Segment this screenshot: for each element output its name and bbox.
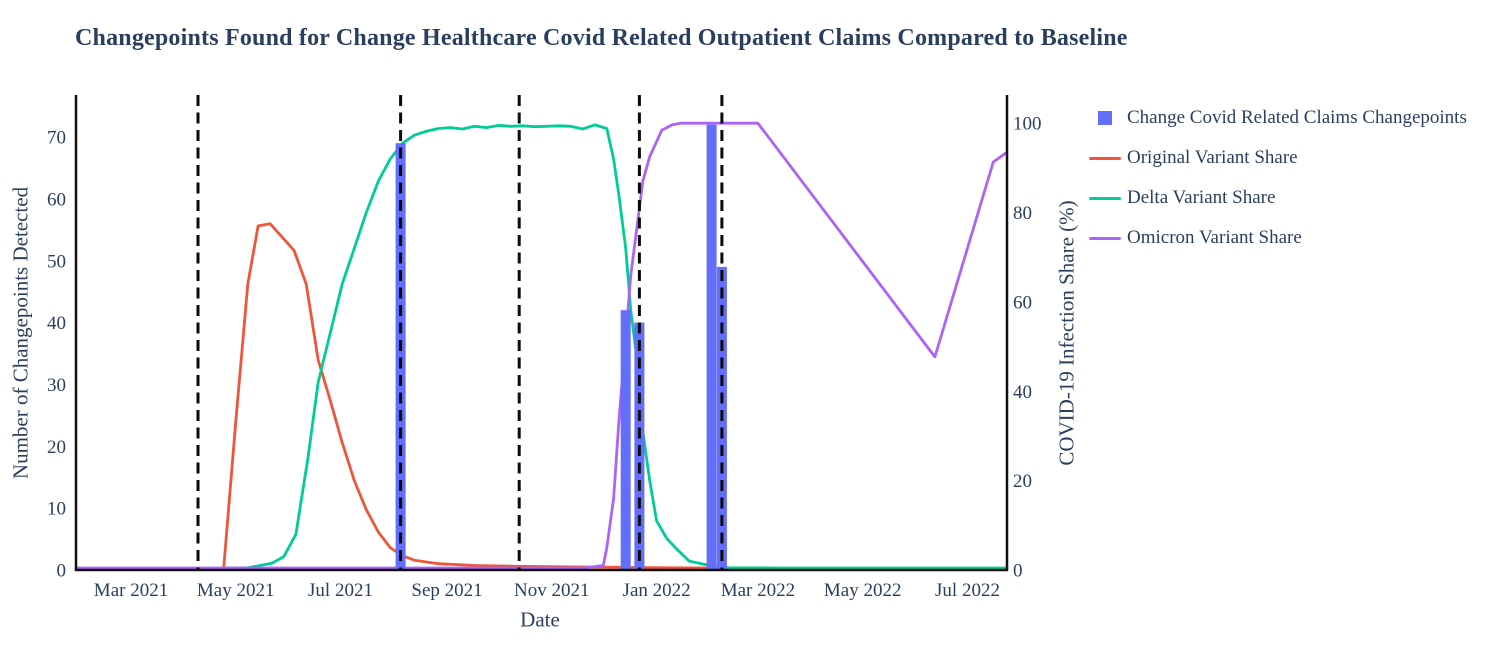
y-left-tick-label: 20 [47,437,66,458]
y-left-tick-label: 50 [47,251,66,272]
changepoints-square-icon [1098,111,1112,125]
x-tick-label: Jan 2022 [623,580,691,601]
original-variant-line-icon [1089,156,1121,160]
chart-title: Changepoints Found for Change Healthcare… [75,25,1128,51]
legend-label: Original Variant Share [1127,147,1298,168]
legend-item-omicron-variant[interactable]: Omicron Variant Share [1087,218,1467,258]
y-right-tick-label: 60 [1013,292,1032,313]
legend-item-changepoints[interactable]: Change Covid Related Claims Changepoints [1087,98,1467,138]
x-tick-label: Jul 2021 [308,580,373,601]
y-left-tick-label: 10 [47,499,66,520]
changepoint-bar[interactable] [395,143,406,570]
legend-label: Omicron Variant Share [1127,227,1302,248]
y-left-tick-label: 60 [47,189,66,210]
changepoint-bar[interactable] [620,310,631,570]
legend-label: Delta Variant Share [1127,187,1276,208]
x-tick-label: Nov 2021 [514,580,589,601]
y-left-tick-label: 70 [47,128,66,149]
legend-item-delta-variant[interactable]: Delta Variant Share [1087,178,1467,218]
changepoint-bar[interactable] [706,124,717,570]
delta-variant-share-line[interactable] [222,123,1009,570]
y-right-tick-label: 100 [1013,114,1042,135]
axis-frame [74,95,1009,572]
x-tick-label: Mar 2021 [94,580,168,601]
x-tick-label: Sep 2021 [411,580,482,601]
y-left-tick-label: 0 [57,561,67,582]
delta-variant-line-icon [1089,196,1121,200]
y-right-tick-label: 40 [1013,382,1032,403]
legend: Change Covid Related Claims Changepoints… [1087,98,1467,258]
y-axis-title-left: Number of Changepoints Detected [8,186,33,480]
legend-label: Change Covid Related Claims Changepoints [1127,107,1467,128]
y-right-tick-label: 0 [1013,561,1023,582]
omicron-variant-share-line[interactable] [74,121,1009,570]
y-left-tick-label: 30 [47,375,66,396]
x-tick-label: Mar 2022 [721,580,795,601]
x-tick-label: May 2021 [197,580,275,601]
x-axis-title: Date [520,607,560,632]
legend-item-original-variant[interactable]: Original Variant Share [1087,138,1467,178]
y-axis-title-right: COVID-19 Infection Share (%) [1054,200,1079,466]
x-tick-label: Jul 2022 [935,580,1000,601]
y-left-tick-label: 40 [47,313,66,334]
y-right-tick-label: 20 [1013,471,1032,492]
y-right-tick-label: 80 [1013,203,1032,224]
x-tick-label: May 2022 [824,580,902,601]
original-variant-share-line[interactable] [222,222,765,570]
omicron-variant-line-icon [1089,236,1121,240]
